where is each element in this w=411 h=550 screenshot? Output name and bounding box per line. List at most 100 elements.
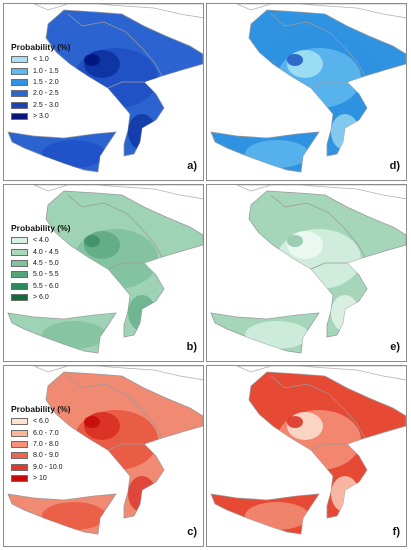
legend-item: > 3.0 <box>11 111 71 122</box>
region-border <box>107 262 144 270</box>
legend-swatch <box>11 475 28 483</box>
legend-item: 2.5 - 3.0 <box>11 100 71 111</box>
legend-label: 5.5 - 6.0 <box>33 282 59 290</box>
legend-swatch <box>11 271 28 279</box>
legend-item: 2.0 - 2.5 <box>11 88 71 99</box>
legend-label: < 6.0 <box>33 418 49 426</box>
map-f <box>210 366 406 535</box>
legend-swatch <box>11 101 28 109</box>
legend-label: < 4.0 <box>33 237 49 245</box>
neighbouring-land <box>236 185 406 200</box>
legend-label: > 3.0 <box>33 113 49 121</box>
probability-zone <box>128 295 156 331</box>
probability-zone <box>128 114 156 150</box>
map-panel-a: Probability (%) < 1.0 1.0 - 1.5 1.5 - 2.… <box>3 3 204 181</box>
map-panel-b: Probability (%) < 4.0 4.0 - 4.5 4.5 - 5.… <box>3 184 204 362</box>
probability-zone <box>128 476 156 512</box>
contour-zones <box>245 392 385 530</box>
probability-zone <box>287 235 303 247</box>
contour-zones <box>245 211 385 349</box>
legend-label: > 6.0 <box>33 294 49 302</box>
panel-label: d) <box>389 160 400 172</box>
legend-label: 9.0 - 10.0 <box>33 463 63 471</box>
legend-swatch <box>11 452 28 460</box>
map-d <box>210 4 406 173</box>
legend-swatch <box>11 463 28 471</box>
legend-swatch <box>11 282 28 290</box>
region-border <box>67 375 163 439</box>
legend-c: Probability (%) < 6.0 6.0 - 7.0 7.0 - 8.… <box>11 404 71 484</box>
panel-label: f) <box>392 526 400 538</box>
legend-item: 5.0 - 5.5 <box>11 269 71 280</box>
probability-zone <box>42 140 106 168</box>
map-panel-c: Probability (%) < 6.0 6.0 - 7.0 7.0 - 8.… <box>3 365 204 547</box>
contour-zones <box>245 30 385 168</box>
legend-b: Probability (%) < 4.0 4.0 - 4.5 4.5 - 5.… <box>11 223 71 303</box>
legend-item: 4.0 - 4.5 <box>11 246 71 257</box>
probability-zone <box>245 321 309 349</box>
probability-zone <box>42 502 106 530</box>
legend-label: 1.5 - 2.0 <box>33 78 59 86</box>
panel-label: e) <box>390 341 400 353</box>
region-border <box>310 443 347 451</box>
map-panel-f: f) <box>206 365 407 547</box>
region-border <box>270 375 366 439</box>
legend-item: 6.0 - 7.0 <box>11 427 71 438</box>
probability-zone <box>287 416 303 428</box>
region-border <box>310 262 347 270</box>
legend-title: Probability (%) <box>11 404 71 414</box>
legend-item: 7.0 - 8.0 <box>11 439 71 450</box>
legend-swatch <box>11 418 28 426</box>
legend-swatch <box>11 67 28 75</box>
legend-a: Probability (%) < 1.0 1.0 - 1.5 1.5 - 2.… <box>11 42 71 122</box>
probability-zone <box>245 502 309 530</box>
legend-swatch <box>11 113 28 121</box>
legend-label: 4.5 - 5.0 <box>33 259 59 267</box>
region-border <box>310 81 347 89</box>
region-border <box>67 194 163 258</box>
probability-zone <box>287 54 303 66</box>
legend-swatch <box>11 248 28 256</box>
legend-swatch <box>11 56 28 64</box>
region-border <box>107 81 144 89</box>
region-border <box>270 194 366 258</box>
map-panel-e: e) <box>206 184 407 362</box>
legend-title: Probability (%) <box>11 42 71 52</box>
legend-swatch <box>11 259 28 267</box>
legend-item: 1.5 - 2.0 <box>11 77 71 88</box>
probability-zone <box>84 235 100 247</box>
legend-item: 4.5 - 5.0 <box>11 258 71 269</box>
legend-item: 9.0 - 10.0 <box>11 462 71 473</box>
legend-label: 6.0 - 7.0 <box>33 429 59 437</box>
probability-zone <box>331 114 359 150</box>
legend-swatch <box>11 78 28 86</box>
legend-label: 5.0 - 5.5 <box>33 271 59 279</box>
legend-item: > 6.0 <box>11 292 71 303</box>
legend-label: > 10 <box>33 475 47 483</box>
map-panel-d: d) <box>206 3 407 181</box>
legend-item: < 4.0 <box>11 235 71 246</box>
legend-item: 5.5 - 6.0 <box>11 281 71 292</box>
legend-swatch <box>11 440 28 448</box>
neighbouring-land <box>236 366 406 381</box>
map-a <box>7 4 203 173</box>
probability-zone <box>245 140 309 168</box>
neighbouring-land <box>236 4 406 19</box>
probability-zone <box>331 476 359 512</box>
map-c <box>7 366 203 535</box>
neighbouring-land <box>33 4 203 19</box>
panel-label: c) <box>187 526 197 538</box>
legend-label: 1.0 - 1.5 <box>33 67 59 75</box>
legend-swatch <box>11 90 28 98</box>
legend-label: 4.0 - 4.5 <box>33 248 59 256</box>
probability-zone <box>42 321 106 349</box>
map-e <box>210 185 406 354</box>
neighbouring-land <box>33 366 203 381</box>
probability-zone <box>331 295 359 331</box>
panel-label: a) <box>187 160 197 172</box>
legend-item: 8.0 - 9.0 <box>11 450 71 461</box>
region-border <box>270 13 366 77</box>
legend-label: 8.0 - 9.0 <box>33 452 59 460</box>
legend-swatch <box>11 237 28 245</box>
